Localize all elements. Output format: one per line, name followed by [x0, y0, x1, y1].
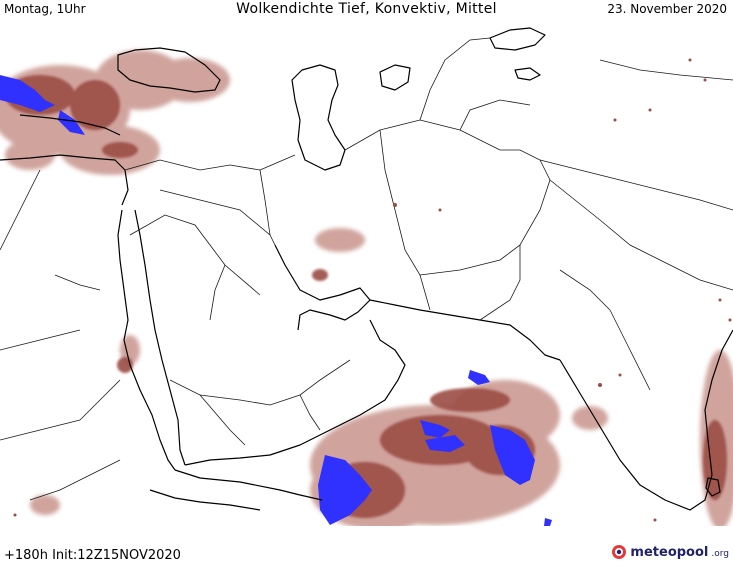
map-title: Wolkendichte Tief, Konvektiv, Mittel [236, 1, 497, 17]
meteopool-logo[interactable]: meteopool .org [611, 544, 729, 560]
valid-time-label: Montag, 1Uhr [4, 2, 86, 16]
model-run-label: +180h Init:12Z15NOV2020 [4, 548, 181, 563]
cloud-speckles [13, 58, 732, 522]
valid-date-label: 23. November 2020 [607, 2, 727, 16]
logo-name: meteopool [630, 544, 709, 560]
logo-suffix: .org [711, 549, 729, 559]
cloud-field-max [0, 75, 552, 526]
footer-bar: +180h Init:12Z15NOV2020 meteopool .org [0, 538, 733, 566]
weather-map [0, 27, 733, 526]
coastlines [0, 27, 733, 511]
country-borders [0, 37, 733, 501]
logo-icon [612, 545, 627, 559]
